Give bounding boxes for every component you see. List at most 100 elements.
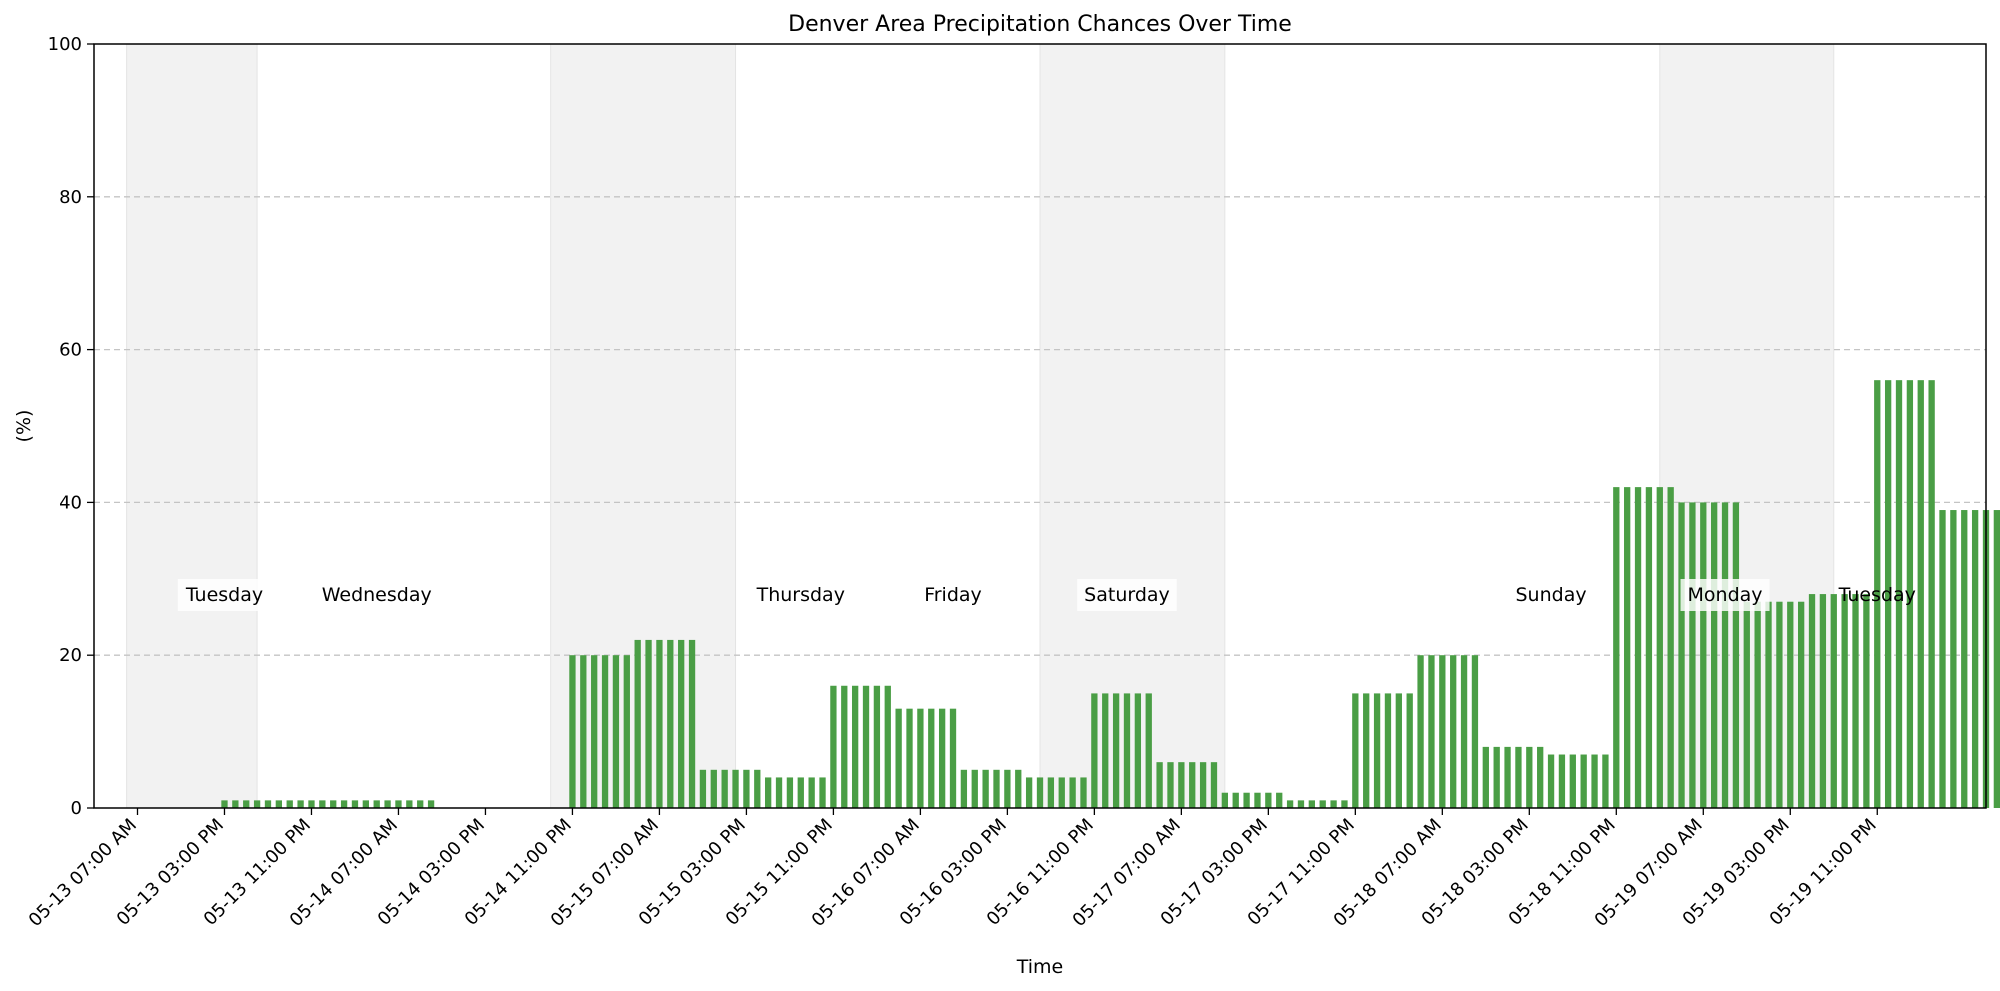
bar: [1482, 746, 1489, 808]
day-label: Tuesday: [177, 579, 271, 611]
bar: [1178, 762, 1185, 808]
day-label-box: [748, 579, 852, 611]
bar: [1015, 769, 1022, 808]
y-tick-label: 80: [59, 187, 82, 208]
bar: [1645, 487, 1653, 808]
day-label-text: Tuesday: [185, 584, 263, 606]
bar: [1156, 762, 1163, 808]
bar: [873, 685, 881, 808]
shaded-band: [550, 43, 737, 809]
bar: [427, 800, 435, 808]
bar: [1363, 693, 1370, 808]
bar: [1069, 777, 1076, 808]
bar: [1080, 777, 1087, 808]
day-label-text: Saturday: [1084, 584, 1170, 606]
bar: [797, 777, 804, 808]
bar: [308, 800, 315, 808]
y-tick-label: 0: [71, 798, 82, 819]
bars: [221, 380, 2000, 808]
bar: [982, 769, 989, 808]
bar: [1874, 380, 1881, 808]
day-label-box: [1077, 579, 1177, 611]
bar: [743, 769, 750, 808]
bar: [1895, 380, 1903, 808]
bar: [841, 685, 848, 808]
bar: [1504, 746, 1511, 808]
bar: [688, 639, 696, 808]
day-label-text: Friday: [924, 584, 982, 606]
bar: [243, 800, 250, 808]
bar: [1471, 655, 1479, 808]
bar: [1808, 594, 1816, 808]
bar: [1047, 777, 1055, 808]
y-tick-label: 20: [59, 645, 82, 666]
bar: [786, 777, 794, 808]
bar: [1939, 510, 1946, 808]
bar: [1025, 777, 1033, 808]
bar: [1961, 510, 1968, 808]
bar: [754, 769, 761, 808]
bar: [601, 655, 609, 808]
bar: [1906, 380, 1914, 808]
bar: [1232, 792, 1239, 808]
bar: [340, 800, 348, 808]
bar: [1754, 601, 1761, 808]
bar: [591, 655, 598, 808]
bar: [1547, 754, 1555, 808]
bar: [1971, 510, 1979, 808]
bar: [1352, 693, 1359, 808]
bar: [775, 777, 783, 808]
day-shading-bands: [126, 43, 1835, 809]
bar: [993, 769, 1000, 808]
bar: [384, 800, 391, 808]
bar: [949, 708, 957, 808]
bar: [1384, 693, 1392, 808]
day-label-text: Wednesday: [322, 584, 432, 606]
bar: [1276, 792, 1283, 808]
bar: [1134, 693, 1142, 808]
bar: [906, 708, 913, 808]
bar: [1395, 693, 1402, 808]
bar: [1776, 601, 1783, 808]
bar: [732, 769, 739, 808]
bar: [1526, 746, 1533, 808]
bar: [1917, 380, 1924, 808]
shaded-band: [1039, 43, 1226, 809]
bar: [960, 769, 968, 808]
bar: [1145, 693, 1152, 808]
bar: [1373, 693, 1381, 808]
day-label: Friday: [924, 584, 982, 606]
day-label: Wednesday: [322, 584, 432, 606]
bar: [721, 769, 728, 808]
bar: [917, 708, 924, 808]
bar: [1667, 487, 1674, 808]
bar: [808, 777, 815, 808]
bar: [580, 655, 587, 808]
bar: [1841, 594, 1848, 808]
bar: [330, 800, 337, 808]
bar: [1656, 487, 1663, 808]
bar: [851, 685, 859, 808]
bar: [830, 685, 837, 808]
bar: [1112, 693, 1120, 808]
bar: [351, 800, 359, 808]
bar: [1308, 800, 1315, 808]
bar: [1439, 655, 1446, 808]
bar: [1950, 510, 1957, 808]
bar: [1428, 655, 1435, 808]
day-label-text: Thursday: [756, 584, 845, 606]
bar: [884, 685, 891, 808]
day-label-text: Tuesday: [1838, 584, 1916, 606]
bar: [710, 769, 717, 808]
bar: [699, 769, 707, 808]
bar: [667, 639, 674, 808]
bar: [678, 639, 685, 808]
y-tick-label: 60: [59, 340, 82, 361]
bar: [319, 800, 326, 808]
bar: [297, 800, 304, 808]
bar: [1558, 754, 1566, 808]
bar: [264, 800, 272, 808]
bar: [1243, 792, 1250, 808]
day-label: Saturday: [1077, 579, 1177, 611]
